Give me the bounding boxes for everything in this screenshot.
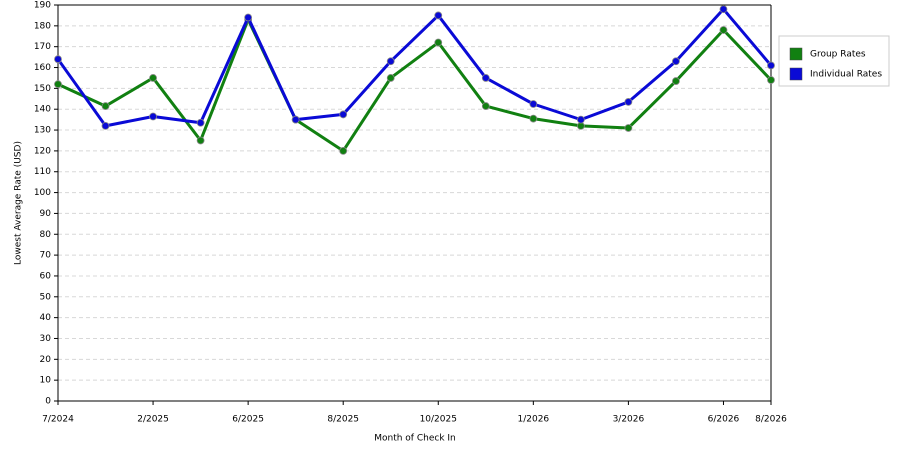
data-point (672, 77, 680, 85)
data-point (767, 76, 775, 84)
data-point (196, 136, 205, 145)
legend-swatch (789, 67, 803, 81)
x-tick-label: 8/2026 (755, 415, 787, 425)
x-tick-label: 6/2026 (708, 415, 740, 425)
series-line (57, 18, 773, 153)
data-point (386, 74, 395, 82)
data-point (767, 61, 775, 70)
y-tick-label: 0 (45, 397, 51, 407)
data-point (719, 5, 728, 14)
y-tick-label: 20 (40, 355, 52, 365)
x-tick-label: 3/2026 (613, 415, 645, 425)
data-point (624, 98, 633, 106)
data-point (54, 55, 62, 64)
data-point (434, 11, 443, 20)
y-tick-label: 140 (34, 105, 51, 115)
y-tick-label: 100 (34, 188, 51, 198)
x-tick-label: 8/2025 (327, 415, 359, 425)
y-tick-label: 110 (34, 167, 51, 177)
data-point (244, 13, 253, 22)
y-tick-label: 160 (34, 63, 51, 73)
x-axis-label: Month of Check In (374, 434, 456, 444)
y-tick-label: 80 (40, 230, 52, 240)
x-tick-label: 7/2024 (42, 415, 74, 425)
data-point (481, 102, 490, 110)
x-tick-label: 10/2025 (420, 415, 457, 425)
data-point (339, 146, 348, 155)
x-tick-label: 1/2026 (517, 415, 549, 425)
data-point (101, 102, 110, 110)
data-point (339, 110, 348, 119)
y-tick-label: 150 (34, 84, 51, 94)
series-line (56, 7, 773, 128)
legend-label: Individual Rates (810, 70, 882, 80)
y-axis-label: Lowest Average Rate (USD) (14, 141, 24, 265)
y-tick-label: 170 (34, 42, 51, 52)
legend-label: Group Rates (810, 50, 866, 60)
data-point (101, 121, 110, 130)
data-point (529, 114, 538, 123)
data-point (291, 115, 300, 124)
y-tick-label: 120 (34, 146, 51, 156)
plot-area (58, 5, 771, 401)
data-point (672, 57, 680, 66)
data-point (624, 124, 633, 132)
y-tick-label: 30 (40, 334, 52, 344)
y-tick-label: 180 (34, 21, 51, 31)
y-tick-label: 130 (34, 126, 51, 136)
y-tick-label: 60 (40, 271, 52, 281)
data-point (196, 118, 205, 127)
y-tick-label: 190 (34, 1, 51, 11)
y-tick-label: 70 (40, 251, 52, 261)
data-point (54, 80, 62, 89)
data-point (576, 115, 585, 124)
x-tick-label: 6/2025 (232, 415, 264, 425)
data-point (529, 100, 538, 108)
y-tick-label: 40 (40, 313, 52, 323)
data-point (434, 38, 443, 47)
y-tick-label: 10 (40, 376, 52, 386)
y-tick-label: 90 (40, 209, 52, 219)
data-point (719, 26, 728, 34)
y-tick-label: 50 (40, 292, 52, 302)
data-point (386, 57, 395, 66)
data-point (149, 74, 157, 82)
data-point (481, 74, 490, 82)
legend-swatch (789, 47, 803, 61)
x-tick-label: 2/2025 (137, 415, 169, 425)
data-point (149, 112, 157, 121)
